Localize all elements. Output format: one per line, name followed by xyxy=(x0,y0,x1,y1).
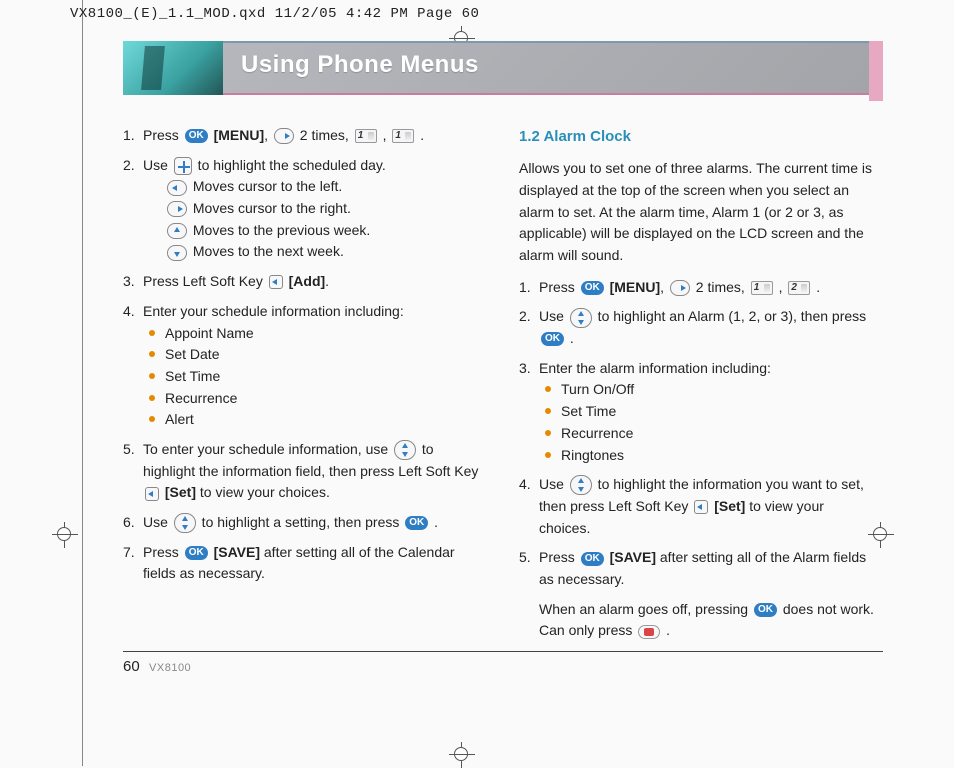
subitem: Moves cursor to the right. xyxy=(143,198,481,220)
step: 2. Use to highlight an Alarm (1, 2, or 3… xyxy=(519,306,877,349)
key-1-icon: 1 xyxy=(392,129,414,143)
step: 1. Press OK [MENU], 2 times, 1 , 2 . xyxy=(519,277,877,299)
bullet-item: Ringtones xyxy=(539,445,877,467)
ok-icon: OK xyxy=(405,516,428,530)
step: 3. Enter the alarm information including… xyxy=(519,358,877,466)
crop-guide xyxy=(82,0,83,766)
page-body: Using Phone Menus 1. Press OK [MENU], 2 … xyxy=(123,41,883,689)
page-header: Using Phone Menus xyxy=(123,41,883,95)
nav-right-icon xyxy=(670,280,690,296)
ok-icon: OK xyxy=(185,546,208,560)
left-soft-key-icon xyxy=(694,500,708,514)
model-label: VX8100 xyxy=(149,662,191,674)
nav-updown-icon xyxy=(570,475,592,495)
bullet-item: Turn On/Off xyxy=(539,379,877,401)
bullet-item: Alert xyxy=(143,409,481,431)
bullet-item: Recurrence xyxy=(539,423,877,445)
content-columns: 1. Press OK [MENU], 2 times, 1 , 1 . 2. … xyxy=(123,125,883,642)
ok-icon: OK xyxy=(541,332,564,346)
nav-up-icon xyxy=(167,223,187,239)
nav-updown-icon xyxy=(570,308,592,328)
ok-icon: OK xyxy=(754,603,777,617)
bullet-item: Set Time xyxy=(143,366,481,388)
step: 7. Press OK [SAVE] after setting all of … xyxy=(123,542,481,585)
step: 1. Press OK [MENU], 2 times, 1 , 1 . xyxy=(123,125,481,147)
nav-left-icon xyxy=(167,180,187,196)
dpad-icon xyxy=(174,157,192,175)
page-number: 60 xyxy=(123,658,140,675)
left-column: 1. Press OK [MENU], 2 times, 1 , 1 . 2. … xyxy=(123,125,481,642)
ok-icon: OK xyxy=(185,129,208,143)
step: 4. Enter your schedule information inclu… xyxy=(123,301,481,431)
step: 2. Use to highlight the scheduled day. M… xyxy=(123,155,481,263)
step: 4. Use to highlight the information you … xyxy=(519,474,877,539)
step: 6. Use to highlight a setting, then pres… xyxy=(123,512,481,534)
key-2-icon: 2 xyxy=(788,281,810,295)
step: 5. To enter your schedule information, u… xyxy=(123,439,481,504)
nav-right-icon xyxy=(167,201,187,217)
subitem: Moves to the next week. xyxy=(143,241,481,263)
header-image xyxy=(123,41,223,95)
key-1-icon: 1 xyxy=(751,281,773,295)
bullet-item: Recurrence xyxy=(143,388,481,410)
nav-updown-icon xyxy=(174,513,196,533)
step: 3. Press Left Soft Key [Add]. xyxy=(123,271,481,293)
nav-right-icon xyxy=(274,128,294,144)
nav-updown-icon xyxy=(394,440,416,460)
registration-mark-bottom xyxy=(449,742,475,768)
note: When an alarm goes off, pressing OK does… xyxy=(519,599,877,642)
ok-icon: OK xyxy=(581,552,604,566)
subitem: Moves to the previous week. xyxy=(143,220,481,242)
document-slug: VX8100_(E)_1.1_MOD.qxd 11/2/05 4:42 PM P… xyxy=(70,6,479,22)
page-footer: 60 VX8100 xyxy=(123,651,883,675)
ok-icon: OK xyxy=(581,281,604,295)
subitem: Moves cursor to the left. xyxy=(143,176,481,198)
right-column: 1.2 Alarm Clock Allows you to set one of… xyxy=(519,125,877,642)
section-tab xyxy=(869,41,883,101)
intro-text: Allows you to set one of three alarms. T… xyxy=(519,158,877,266)
left-soft-key-icon xyxy=(145,487,159,501)
key-1-icon: 1 xyxy=(355,129,377,143)
registration-mark-left xyxy=(52,522,78,548)
left-soft-key-icon xyxy=(269,275,283,289)
end-key-icon xyxy=(638,625,660,639)
section-heading: 1.2 Alarm Clock xyxy=(519,125,877,148)
step: 5. Press OK [SAVE] after setting all of … xyxy=(519,547,877,590)
bullet-item: Set Time xyxy=(539,401,877,423)
bullet-item: Set Date xyxy=(143,344,481,366)
page-title: Using Phone Menus xyxy=(241,51,479,79)
bullet-item: Appoint Name xyxy=(143,323,481,345)
nav-down-icon xyxy=(167,245,187,261)
